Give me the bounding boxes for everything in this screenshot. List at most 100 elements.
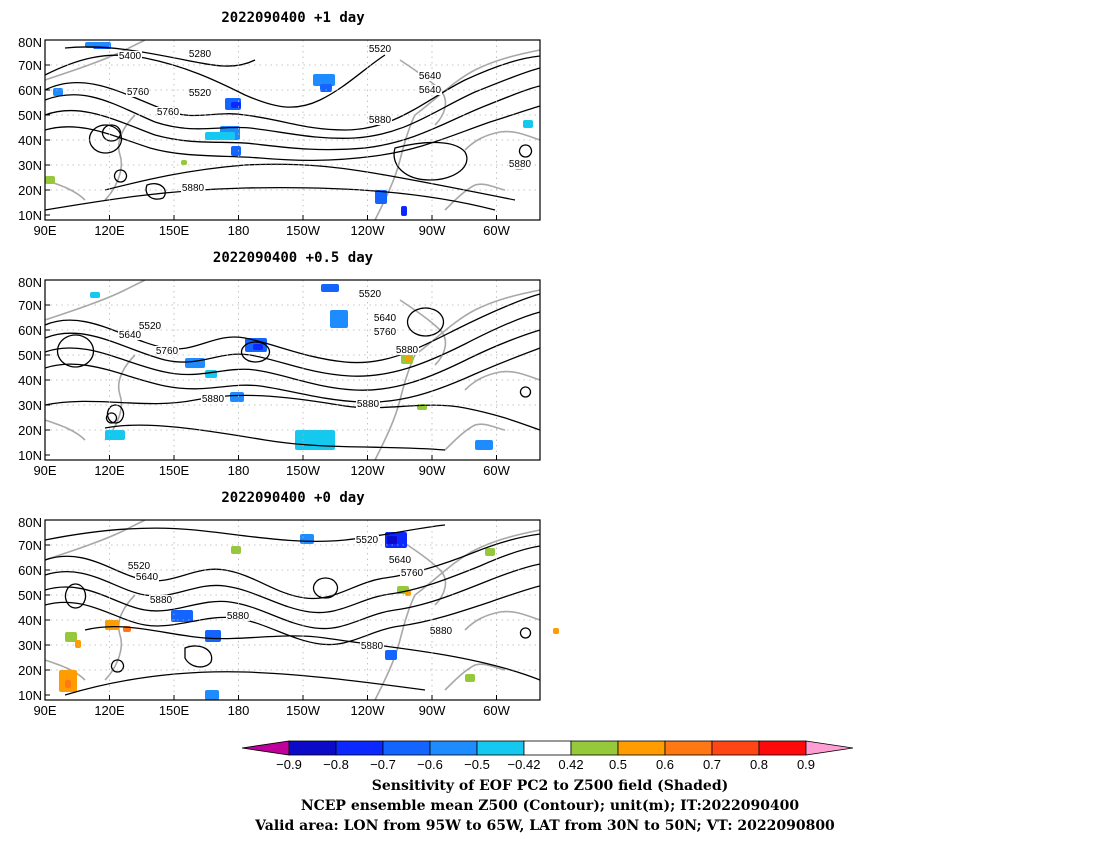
sensitivity-patch [105, 430, 125, 440]
x-tick-label: 90E [33, 703, 56, 718]
z500-contour-line [519, 627, 532, 639]
x-tick-label: 60W [483, 463, 510, 478]
contour-label: 5520 [359, 289, 382, 300]
contour-label: 5760 [401, 568, 424, 579]
contour-label-bg [358, 289, 382, 299]
colorbar-tick-label: −0.9 [276, 757, 302, 772]
z500-contour-layer: 5400 5280 5520 5640 5760 5640 5520 5760 5880 5880… [44, 44, 541, 211]
coastline-segment [44, 419, 86, 441]
sensitivity-patch [230, 392, 244, 402]
y-tick-label: 20N [18, 423, 42, 438]
y-tick-label: 70N [18, 298, 42, 313]
panel-title: 2022090400 +0.5 day [213, 250, 374, 266]
contour-label-bg [135, 572, 159, 582]
caption-line-1: Sensitivity of EOF PC2 to Z500 field (Sh… [372, 778, 728, 794]
z500-contour-line [312, 577, 339, 599]
contour-label: 5640 [136, 572, 159, 583]
contour-label-bg [356, 399, 380, 409]
sensitivity-patch [75, 640, 81, 648]
z500-contour-line [44, 54, 386, 108]
x-tick-label: 90W [419, 703, 446, 718]
x-tick-label: 150W [286, 223, 321, 238]
y-tick-label: 30N [18, 158, 42, 173]
contour-label-bg [118, 330, 142, 340]
sensitivity-patch [231, 146, 241, 156]
sensitivity-patch [231, 546, 241, 554]
y-tick-label: 60N [18, 563, 42, 578]
x-tick-label: 90W [419, 223, 446, 238]
panel-title: 2022090400 +1 day [221, 10, 365, 26]
coastline-segment [44, 519, 146, 561]
colorbar-tick-label: 0.6 [656, 757, 674, 772]
z500-contour-line [44, 585, 541, 646]
y-tick-label: 40N [18, 613, 42, 628]
colorbar-segment [523, 740, 572, 756]
z500-contour-line [56, 334, 95, 368]
sensitivity-patch [485, 548, 495, 556]
contour-label: 5520 [128, 561, 151, 572]
sensitivity-patch [253, 344, 263, 350]
sensitivity-patch [53, 88, 63, 96]
z500-contour-line [84, 625, 541, 681]
z500-contour-line [64, 46, 256, 67]
y-tick-label: 10N [18, 688, 42, 703]
graticule [45, 40, 540, 220]
graticule [45, 520, 540, 700]
z500-contour-line [106, 404, 125, 424]
sensitivity-patch [375, 190, 387, 204]
contour-label: 5880 [509, 159, 532, 170]
x-tick-label: 90E [33, 223, 56, 238]
coastline-segment [444, 663, 506, 691]
x-tick-label: 90E [33, 463, 56, 478]
contour-label-bg [400, 568, 424, 578]
contour-label: 5880 [182, 183, 205, 194]
colorbar-segment [476, 740, 525, 756]
z500-contour-line [393, 141, 468, 181]
sensitivity-patch [171, 610, 193, 622]
colorbar-segment [382, 740, 431, 756]
z500-contour-line [44, 329, 541, 391]
contour-label-bg [368, 44, 392, 54]
x-tick-label: 150E [159, 463, 190, 478]
z500-contour-line [44, 545, 541, 614]
contour-label-bg [156, 107, 180, 117]
y-tick-label: 80N [18, 275, 42, 290]
contour-label-bg [429, 626, 453, 636]
z500-contour-line [44, 394, 541, 431]
contour-label: 5880 [202, 394, 225, 405]
z500-contour-line [101, 124, 122, 142]
y-tick-label: 80N [18, 35, 42, 50]
z500-contour-line [44, 85, 541, 151]
coastline-segment [44, 39, 146, 81]
sensitivity-shading-layer [59, 532, 559, 700]
contour-label-bg [188, 49, 212, 59]
z500-contour-line [406, 307, 445, 337]
contour-label: 5880 [227, 611, 250, 622]
x-tick-label: 150W [286, 463, 321, 478]
colorbar-segment [664, 740, 713, 756]
contour-label-bg [126, 87, 150, 97]
y-tick-label: 80N [18, 515, 42, 530]
contour-label: 5520 [356, 535, 379, 546]
colorbar-tick-label: −0.42 [508, 757, 541, 772]
x-tick-label: 60W [483, 703, 510, 718]
colorbar-tick-label: 0.7 [703, 757, 721, 772]
graticule [45, 280, 540, 460]
y-tick-label: 10N [18, 208, 42, 223]
z500-contour-line [44, 524, 446, 542]
caption-line-3: Valid area: LON from 95W to 65W, LAT fro… [254, 818, 835, 834]
contour-label: 5520 [139, 321, 162, 332]
coastline-segment [464, 370, 541, 391]
coastline-segment [464, 130, 541, 151]
y-tick-label: 30N [18, 638, 42, 653]
z500-contour-line [44, 347, 541, 403]
contour-label-bg [138, 321, 162, 331]
y-tick-label: 70N [18, 538, 42, 553]
coastline-segment [414, 49, 541, 116]
x-tick-label: 120W [351, 703, 386, 718]
z500-contour-line [64, 671, 426, 696]
z500-contour-line [145, 183, 166, 200]
